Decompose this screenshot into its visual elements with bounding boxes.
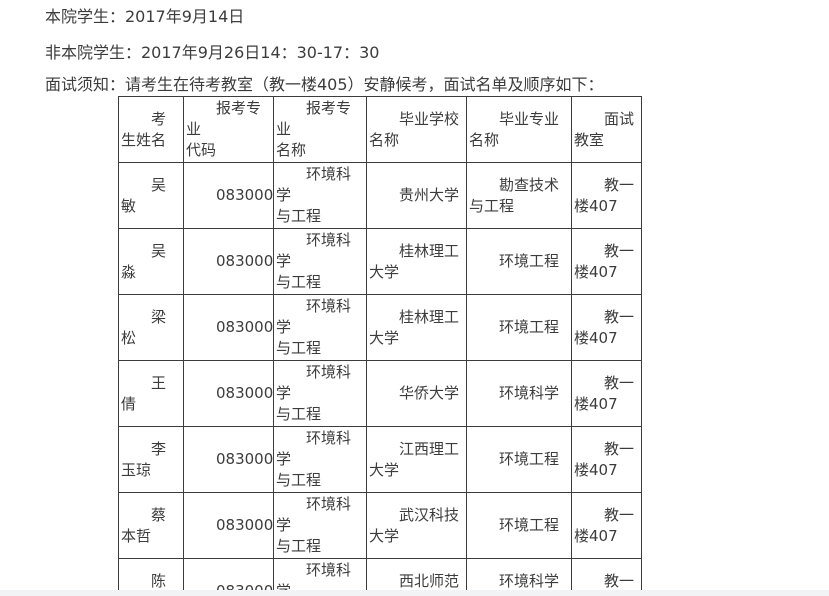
table-row: 王 倩 083000 环境科学 与工程 华侨大学 环境科学 教一 楼407 xyxy=(118,360,642,427)
cell-interview-room: 教一 楼407 xyxy=(571,162,642,229)
cell-candidate-name: 陈 雅文 xyxy=(118,558,184,596)
cell-candidate-name: 吴 敏 xyxy=(118,162,184,229)
cell-grad-major-name: 环境工程 xyxy=(466,492,572,559)
page-bottom-strip xyxy=(0,590,829,596)
cell-major-code: 083000 xyxy=(183,426,274,493)
cell-school-name: 华侨大学 xyxy=(366,360,467,427)
cell-interview-room: 教一 楼407 xyxy=(571,558,642,596)
table-row: 蔡 本哲 083000 环境科学 与工程 武汉科技 大学 环境工程 教一 楼40… xyxy=(118,492,642,559)
cell-interview-room: 教一 楼407 xyxy=(571,360,642,427)
notice-external-students: 非本院学生：2017年9月26日14：30-17：30 xyxy=(45,43,380,62)
cell-candidate-name: 吴 淼 xyxy=(118,228,184,295)
cell-interview-room: 教一 楼407 xyxy=(571,294,642,361)
cell-interview-room: 教一 楼407 xyxy=(571,492,642,559)
cell-grad-major-name: 环境工程 xyxy=(466,294,572,361)
cell-major-name: 环境科学 与工程 xyxy=(273,426,367,493)
cell-school-name: 江西理工 大学 xyxy=(366,426,467,493)
col-header-school-name: 毕业学校 名称 xyxy=(366,96,467,163)
col-header-major-code: 报考专业 代码 xyxy=(183,96,274,163)
cell-major-name: 环境科学 与工程 xyxy=(273,492,367,559)
cell-major-code: 083000 xyxy=(183,360,274,427)
cell-candidate-name: 梁 松 xyxy=(118,294,184,361)
col-header-grad-major-name: 毕业专业 名称 xyxy=(466,96,572,163)
cell-grad-major-name: 环境工程 xyxy=(466,426,572,493)
table-row: 李 玉琼 083000 环境科学 与工程 江西理工 大学 环境工程 教一 楼40… xyxy=(118,426,642,493)
cell-major-name: 环境科学 与工程 xyxy=(273,558,367,596)
cell-school-name: 西北师范 大学 xyxy=(366,558,467,596)
table-row: 梁 松 083000 环境科学 与工程 桂林理工 大学 环境工程 教一 楼407 xyxy=(118,294,642,361)
col-header-interview-room: 面试 教室 xyxy=(571,96,642,163)
cell-grad-major-name: 环境工程 xyxy=(466,228,572,295)
cell-grad-major-name: 环境科学 与工程 xyxy=(466,558,572,596)
cell-major-name: 环境科学 与工程 xyxy=(273,162,367,229)
table-row: 吴 敏 083000 环境科学 与工程 贵州大学 勘查技术 与工程 教一 楼40… xyxy=(118,162,642,229)
table-row: 吴 淼 083000 环境科学 与工程 桂林理工 大学 环境工程 教一 楼407 xyxy=(118,228,642,295)
notice-own-students: 本院学生：2017年9月14日 xyxy=(45,7,245,26)
table-header-row: 考 生姓名 报考专业 代码 报考专业 名称 毕业学校 名称 毕业专业 名称 面试… xyxy=(118,96,642,163)
cell-school-name: 武汉科技 大学 xyxy=(366,492,467,559)
cell-grad-major-name: 勘查技术 与工程 xyxy=(466,162,572,229)
cell-major-code: 083000 xyxy=(183,162,274,229)
cell-school-name: 贵州大学 xyxy=(366,162,467,229)
interview-roster-table: 考 生姓名 报考专业 代码 报考专业 名称 毕业学校 名称 毕业专业 名称 面试… xyxy=(118,96,642,596)
cell-interview-room: 教一 楼407 xyxy=(571,228,642,295)
cell-candidate-name: 王 倩 xyxy=(118,360,184,427)
cell-school-name: 桂林理工 大学 xyxy=(366,294,467,361)
cell-grad-major-name: 环境科学 xyxy=(466,360,572,427)
cell-interview-room: 教一 楼407 xyxy=(571,426,642,493)
cell-candidate-name: 李 玉琼 xyxy=(118,426,184,493)
cell-major-code: 083000 xyxy=(183,294,274,361)
cell-major-code: 083000 xyxy=(183,492,274,559)
cell-major-name: 环境科学 与工程 xyxy=(273,294,367,361)
col-header-candidate-name: 考 生姓名 xyxy=(118,96,184,163)
cell-major-code: 083000 xyxy=(183,228,274,295)
col-header-major-name: 报考专业 名称 xyxy=(273,96,367,163)
notice-interview-instructions: 面试须知：请考生在待考教室（教一楼405）安静候考，面试名单及顺序如下： xyxy=(45,75,604,94)
cell-major-name: 环境科学 与工程 xyxy=(273,360,367,427)
cell-candidate-name: 蔡 本哲 xyxy=(118,492,184,559)
cell-school-name: 桂林理工 大学 xyxy=(366,228,467,295)
cell-major-name: 环境科学 与工程 xyxy=(273,228,367,295)
